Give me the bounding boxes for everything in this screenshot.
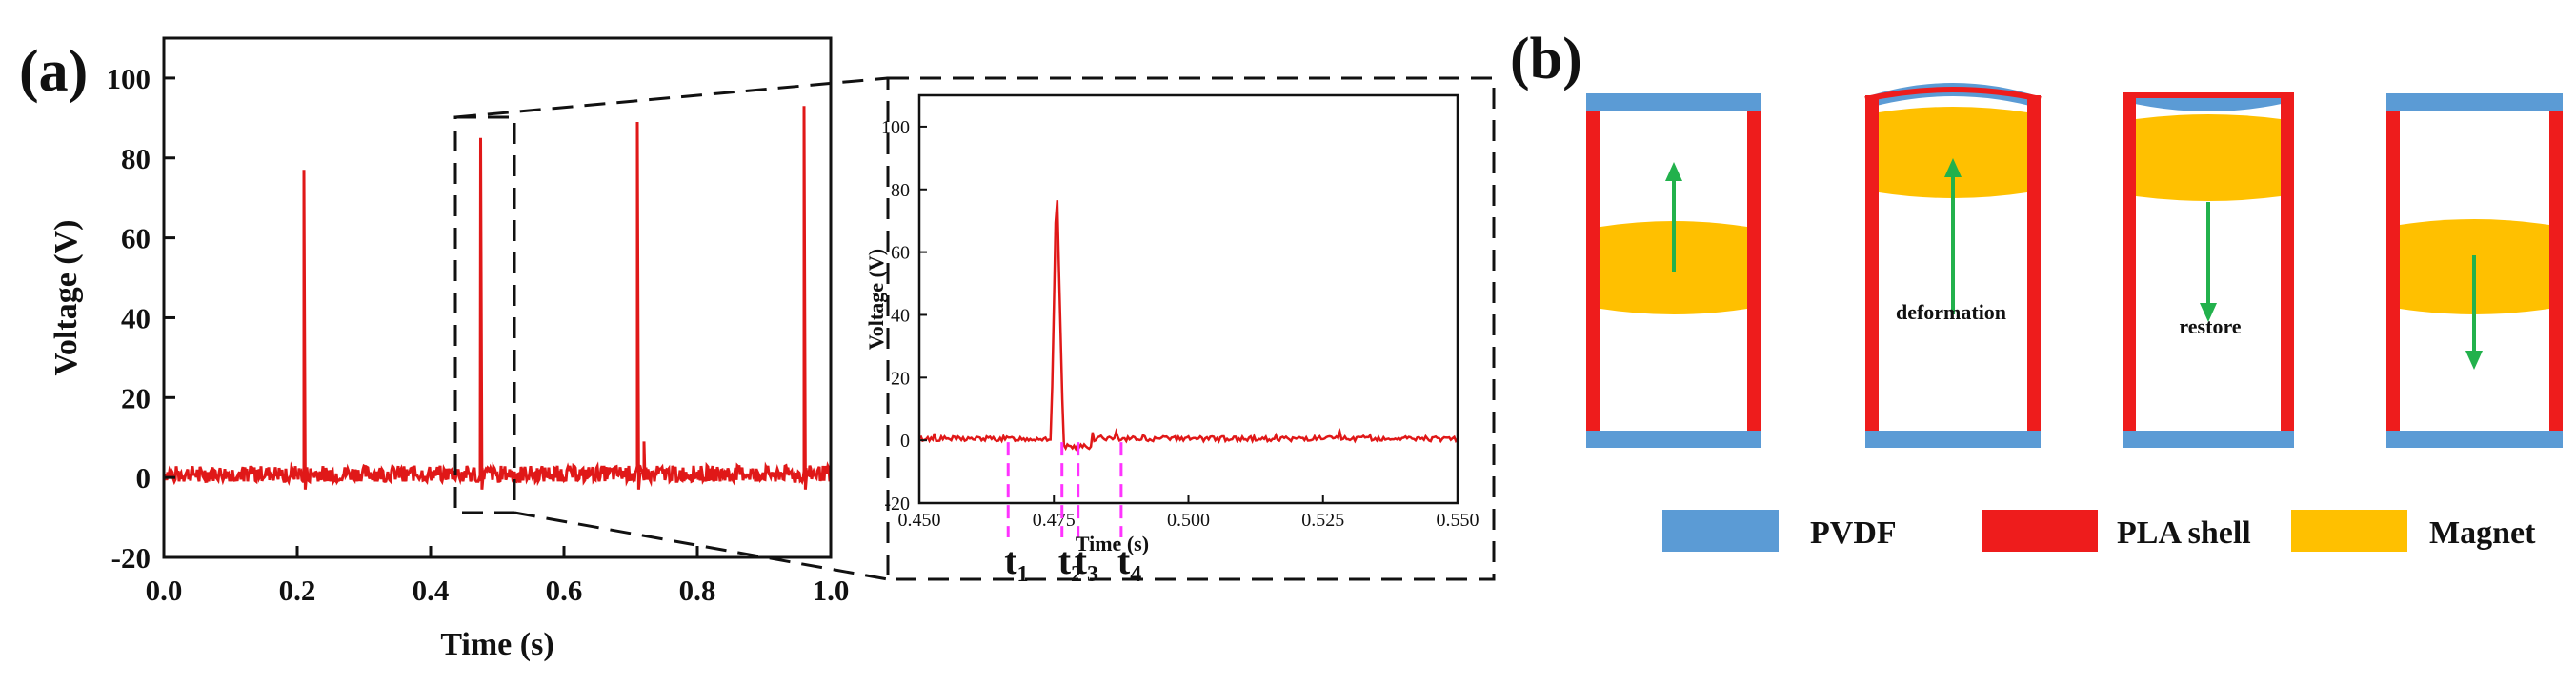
arrow-down-head [2200, 303, 2217, 322]
inset-x-axis-label: Time (s) [1076, 532, 1149, 555]
main-x-tick-label: 0.8 [679, 574, 716, 607]
stage-1-cell [1586, 93, 1761, 448]
inset-y-tick-label: 60 [891, 243, 910, 264]
main-voltage-trace [162, 106, 833, 490]
inset-voltage-trace [918, 200, 1459, 452]
pvdf-bottom [1865, 431, 2041, 448]
pla-shell-left [2386, 95, 2400, 448]
legend-label-pla-shell: PLA shell [2117, 515, 2251, 551]
restore-label: restore [2179, 314, 2241, 338]
arrow-up-head [1944, 158, 1962, 177]
main-y-tick-label: 20 [121, 381, 151, 414]
main-y-tick-label: 80 [121, 142, 151, 175]
inset-x-tick-label: 0.450 [898, 510, 941, 531]
main-x-tick-label: 1.0 [813, 574, 850, 607]
pla-shell-right [2549, 95, 2563, 448]
legend-label-pvdf: PVDF [1810, 515, 1897, 551]
time-marker-label: t4 [1117, 539, 1141, 587]
deformation-label: deformation [1896, 300, 2006, 324]
zoom-selection-rect [453, 115, 516, 514]
pla-shell-right [1747, 95, 1761, 448]
pla-shell-left [1586, 95, 1600, 448]
pvdf-top [2386, 93, 2563, 111]
pvdf-bottom [1586, 431, 1761, 448]
main-y-axis-label: Voltage (V) [49, 220, 84, 376]
pvdf-bottom [2386, 431, 2563, 448]
legend-label-magnet: Magnet [2429, 515, 2536, 551]
pla-shell-left [2123, 95, 2136, 448]
pla-shell-top-curve [1864, 87, 2042, 102]
time-marker-label: t1 [1004, 539, 1028, 587]
inset-y-axis-label: Voltage (V) [864, 249, 888, 350]
inset-y-tick-label: 20 [891, 368, 910, 389]
stage-2-cell: deformation [1864, 83, 2042, 448]
time-marker-label: t2 [1058, 539, 1082, 587]
main-y-tick-label: 0 [136, 461, 151, 494]
zoom-connector-top [454, 76, 889, 119]
inset-y-tick-label: 0 [900, 431, 910, 452]
stage-3-cell: restore [2123, 92, 2294, 448]
main-x-tick-label: 0.4 [413, 574, 450, 607]
main-y-tick-label: 40 [121, 301, 151, 334]
legend: PVDF PLA shell Magnet [1662, 510, 2536, 552]
arrow-up-head [1665, 162, 1682, 181]
inset-x-tick-label: 0.525 [1301, 510, 1344, 531]
time-marker-label: t3 [1075, 539, 1098, 587]
main-x-tick-label: 0.0 [146, 574, 183, 607]
main-y-tick-label: -20 [111, 541, 151, 575]
inset-x-tick-label: 0.475 [1033, 510, 1076, 531]
legend-swatch-magnet [2291, 510, 2407, 552]
main-y-tick-label: 60 [121, 222, 151, 255]
panel-a-label: (a) [19, 39, 88, 104]
pla-shell-right [2027, 95, 2041, 448]
inset-y-tick-label: 40 [891, 305, 910, 326]
legend-swatch-pvdf [1662, 510, 1779, 552]
inset-y-tick-label: 80 [891, 180, 910, 201]
inset-chart: -20 0 20 40 60 80 100 0.450 0.475 0.500 0.525 0.550… [864, 93, 1479, 587]
magnet [1879, 107, 2027, 198]
main-plot-frame [162, 36, 833, 559]
pvdf-top [1586, 93, 1761, 111]
pla-shell-left [1865, 95, 1879, 448]
arrow-down-head [2465, 351, 2483, 370]
inset-x-tick-label: 0.550 [1437, 510, 1479, 531]
pvdf-bottom [2123, 431, 2294, 448]
inset-frame-dashed [886, 76, 1496, 581]
inset-y-tick-label: -20 [884, 494, 910, 514]
main-x-tick-label: 0.6 [546, 574, 583, 607]
pla-shell-right [2281, 95, 2294, 448]
panel-b-label: (b) [1510, 27, 1582, 91]
magnet [2136, 114, 2281, 201]
inset-y-tick-label: 100 [881, 117, 910, 138]
main-chart: -20 0 20 40 60 80 100 0.0 0.2 0.4 0.6 0.8 1.0 Voltag… [49, 36, 850, 662]
zoom-region-box [453, 76, 1496, 581]
main-y-tick-label: 100 [107, 62, 151, 95]
inset-x-tick-label: 0.500 [1167, 510, 1210, 531]
main-x-tick-label: 0.2 [279, 574, 316, 607]
legend-swatch-pla-shell [1982, 510, 2098, 552]
main-x-axis-label: Time (s) [440, 627, 553, 662]
stage-4-cell [2386, 93, 2563, 448]
